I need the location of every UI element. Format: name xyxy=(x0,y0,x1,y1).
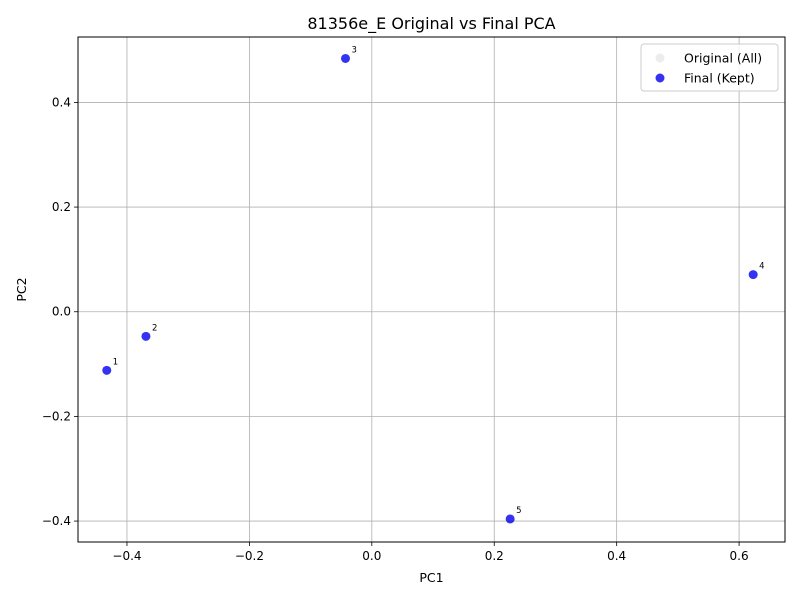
x-tick-label: 0.6 xyxy=(730,549,749,563)
data-point xyxy=(141,331,151,341)
plot-frame xyxy=(77,36,786,543)
point-label: 2 xyxy=(152,323,157,333)
data-point xyxy=(340,53,350,63)
data-points: 1 2 3 4 5 xyxy=(102,45,765,524)
data-point xyxy=(748,270,758,280)
x-axis-label: PC1 xyxy=(419,570,443,585)
point-label: 4 xyxy=(759,262,764,272)
legend-marker-original xyxy=(655,53,665,63)
legend-label-original: Original (All) xyxy=(684,51,762,66)
y-tick-label: −0.2 xyxy=(42,409,71,423)
legend-box xyxy=(640,43,779,92)
legend: Original (All) Final (Kept) xyxy=(640,43,779,92)
x-tick-label: 0.2 xyxy=(485,549,504,563)
y-tick-label: 0.0 xyxy=(52,305,71,319)
chart-title: 81356e_E Original vs Final PCA xyxy=(307,14,555,34)
legend-label-final: Final (Kept) xyxy=(684,71,755,86)
y-tick-label: 0.2 xyxy=(52,200,71,214)
y-tick-label: 0.4 xyxy=(52,95,71,109)
point-label: 3 xyxy=(351,45,356,55)
axes: −0.4 −0.2 0.0 0.2 0.4 0.6 −0.4 −0.2 0.0 0.2 0.4 xyxy=(42,95,749,563)
point-label: 1 xyxy=(113,357,118,367)
grid-lines xyxy=(78,37,785,542)
x-tick-label: −0.4 xyxy=(112,549,141,563)
y-axis-label: PC2 xyxy=(14,277,29,301)
point-label: 5 xyxy=(516,506,521,516)
legend-marker-final xyxy=(655,73,665,83)
data-point xyxy=(505,514,515,524)
y-tick-label: −0.4 xyxy=(42,514,71,528)
x-tick-label: 0.4 xyxy=(607,549,626,563)
x-tick-label: −0.2 xyxy=(235,549,264,563)
x-tick-label: 0.0 xyxy=(362,549,381,563)
data-point xyxy=(102,365,112,375)
